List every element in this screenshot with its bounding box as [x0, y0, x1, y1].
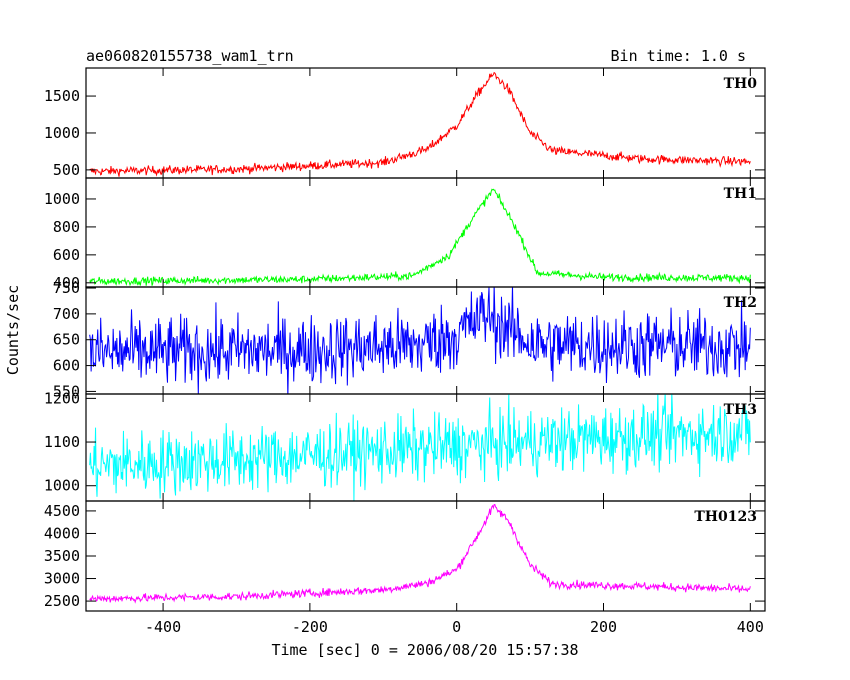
y-tick-label: 800 — [53, 218, 80, 236]
x-tick-label: 400 — [737, 618, 764, 636]
x-tick-label: -400 — [145, 618, 181, 636]
series-line-th0 — [89, 71, 751, 177]
x-tick-label: 200 — [590, 618, 617, 636]
y-tick-label: 1100 — [44, 433, 80, 451]
y-tick-label: 500 — [53, 161, 80, 179]
y-tick-label: 1200 — [44, 389, 80, 407]
y-tick-label: 1000 — [44, 124, 80, 142]
panel-frame-th0123 — [85, 500, 766, 612]
y-tick-label: 600 — [53, 246, 80, 264]
y-tick-label: 4500 — [44, 502, 80, 520]
y-tick-label: 750 — [53, 279, 80, 297]
y-tick-label: 1500 — [44, 87, 80, 105]
y-tick-label: 600 — [53, 357, 80, 375]
y-tick-label: 4000 — [44, 524, 80, 542]
y-tick-label: 3000 — [44, 570, 80, 588]
channel-label-th1: TH1 — [724, 186, 757, 202]
x-axis-label: Time [sec] 0 = 2006/08/20 15:57:38 — [271, 641, 578, 659]
panels: 500 1000 1500 TH0 400 600 800 1000 TH1 550 600 650 7… — [44, 67, 766, 636]
y-axis-label: Counts/sec — [4, 285, 22, 375]
chart-title: ae060820155738_wam1_trn — [86, 47, 294, 65]
x-tick-label: -200 — [292, 618, 328, 636]
y-tick-label: 550 — [53, 382, 80, 400]
series-line-th1 — [89, 188, 751, 287]
y-tick-label: 700 — [53, 305, 80, 323]
series-line-th0123 — [89, 504, 751, 604]
series-line-th2 — [89, 287, 751, 394]
y-tick-label: 1000 — [44, 477, 80, 495]
y-tick-label: 1000 — [44, 190, 80, 208]
y-tick-label: 2500 — [44, 592, 80, 610]
x-tick-label: 0 — [452, 618, 461, 636]
channel-label-th0123: TH0123 — [694, 509, 757, 525]
bin-time-label: Bin time: 1.0 s — [611, 47, 746, 65]
series-line-th3 — [89, 394, 751, 501]
channel-label-th3: TH3 — [724, 402, 757, 418]
channel-label-th2: TH2 — [724, 295, 757, 311]
panel-frame-th1 — [85, 177, 766, 288]
y-tick-label: 3500 — [44, 547, 80, 565]
y-tick-label: 400 — [53, 274, 80, 292]
y-tick-label: 650 — [53, 331, 80, 349]
channel-label-th0: TH0 — [724, 76, 758, 92]
